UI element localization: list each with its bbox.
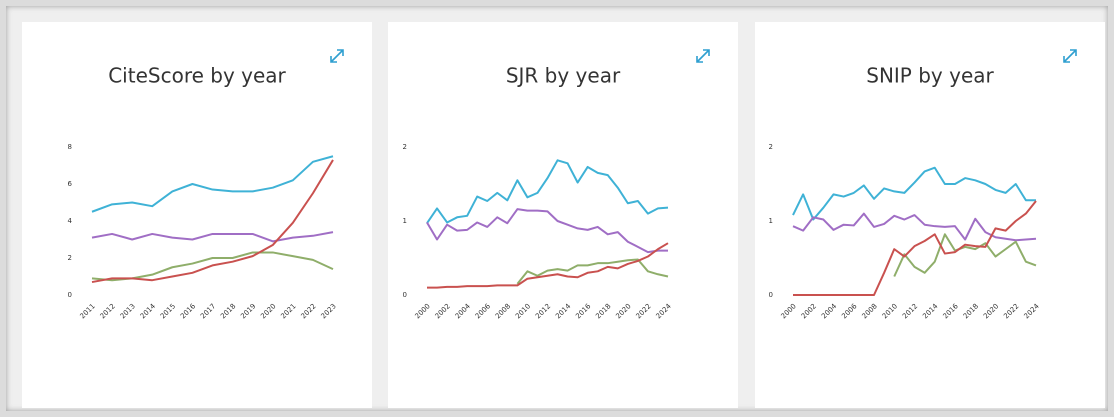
x-tick-label: 2023 — [320, 302, 338, 320]
series-line — [793, 200, 1037, 296]
x-tick-label: 2018 — [219, 302, 237, 320]
x-tick-label: 2012 — [99, 302, 117, 320]
x-tick-label: 2021 — [279, 302, 297, 320]
x-tick-label: 2022 — [1002, 302, 1020, 320]
x-tick-label: 2002 — [800, 302, 818, 320]
series-line — [91, 159, 334, 284]
x-tick-label: 2013 — [119, 302, 137, 320]
series-line — [792, 212, 1037, 242]
y-tick-label: 0 — [769, 291, 773, 299]
x-tick-label: 2014 — [139, 302, 158, 321]
x-tick-label: 2020 — [259, 302, 277, 320]
y-tick-label: 1 — [769, 217, 773, 225]
card: CiteScore by year 0 2 4 6 8 2011 2012 2013 2014 2… — [22, 22, 372, 408]
x-tick-label: 2014 — [554, 302, 573, 321]
y-tick-label: 8 — [68, 143, 72, 151]
x-tick-label: 2020 — [614, 302, 632, 320]
x-tick-label: 2011 — [79, 302, 97, 320]
y-tick-label: 2 — [769, 143, 773, 151]
series-line — [426, 208, 668, 254]
x-tick-label: 2002 — [434, 302, 452, 320]
x-tick-label: 2018 — [962, 302, 980, 320]
y-tick-label: 0 — [68, 291, 72, 299]
series-line — [893, 233, 1037, 277]
y-tick-label: 6 — [68, 180, 73, 188]
x-tick-label: 2004 — [454, 302, 473, 321]
y-tick-label: 0 — [403, 291, 407, 299]
series-line — [427, 242, 669, 289]
expand-icon[interactable] — [696, 49, 710, 63]
y-tick-label: 4 — [68, 217, 73, 225]
y-tick-label: 2 — [403, 143, 407, 151]
chart-title: SNIP by year — [866, 64, 994, 88]
x-tick-label: 2015 — [159, 302, 177, 320]
card: SJR by year 0 1 2 2000 2002 2004 2006 2008 2010 2… — [388, 22, 738, 408]
x-tick-label: 2014 — [921, 302, 940, 321]
expand-icon[interactable] — [1063, 49, 1077, 63]
x-tick-label: 2008 — [861, 302, 879, 320]
x-tick-label: 2006 — [840, 302, 859, 321]
x-tick-label: 2017 — [199, 302, 217, 320]
x-tick-label: 2000 — [414, 302, 432, 320]
x-tick-label: 2016 — [942, 302, 961, 321]
series-line — [91, 155, 334, 213]
x-tick-label: 2006 — [474, 302, 493, 321]
x-tick-label: 2010 — [881, 302, 899, 320]
chart: SNIP by year 0 1 2 2000 2002 2004 2006 2008 2010… — [769, 49, 1077, 321]
x-tick-label: 2022 — [634, 302, 652, 320]
x-tick-label: 2008 — [494, 302, 512, 320]
x-tick-label: 2016 — [179, 302, 198, 321]
series-line — [91, 231, 334, 243]
y-tick-label: 1 — [403, 217, 407, 225]
chart-title: SJR by year — [506, 64, 621, 88]
expand-icon[interactable] — [330, 49, 344, 63]
card: SNIP by year 0 1 2 2000 2002 2004 2006 2008 2010… — [755, 22, 1105, 408]
series-line — [516, 258, 669, 285]
series-line — [426, 159, 669, 224]
x-tick-label: 2016 — [574, 302, 593, 321]
x-tick-label: 2012 — [901, 302, 919, 320]
x-tick-label: 2012 — [534, 302, 552, 320]
x-tick-label: 2018 — [594, 302, 612, 320]
x-tick-label: 2022 — [299, 302, 317, 320]
x-tick-label: 2024 — [1023, 302, 1042, 321]
x-tick-label: 2000 — [780, 302, 798, 320]
x-tick-label: 2020 — [982, 302, 1000, 320]
x-tick-label: 2024 — [655, 302, 674, 321]
y-tick-label: 2 — [68, 254, 72, 262]
x-tick-label: 2004 — [820, 302, 839, 321]
series-line — [792, 166, 1036, 221]
x-tick-label: 2010 — [514, 302, 532, 320]
x-tick-label: 2019 — [239, 302, 257, 320]
chart-title: CiteScore by year — [108, 64, 286, 88]
